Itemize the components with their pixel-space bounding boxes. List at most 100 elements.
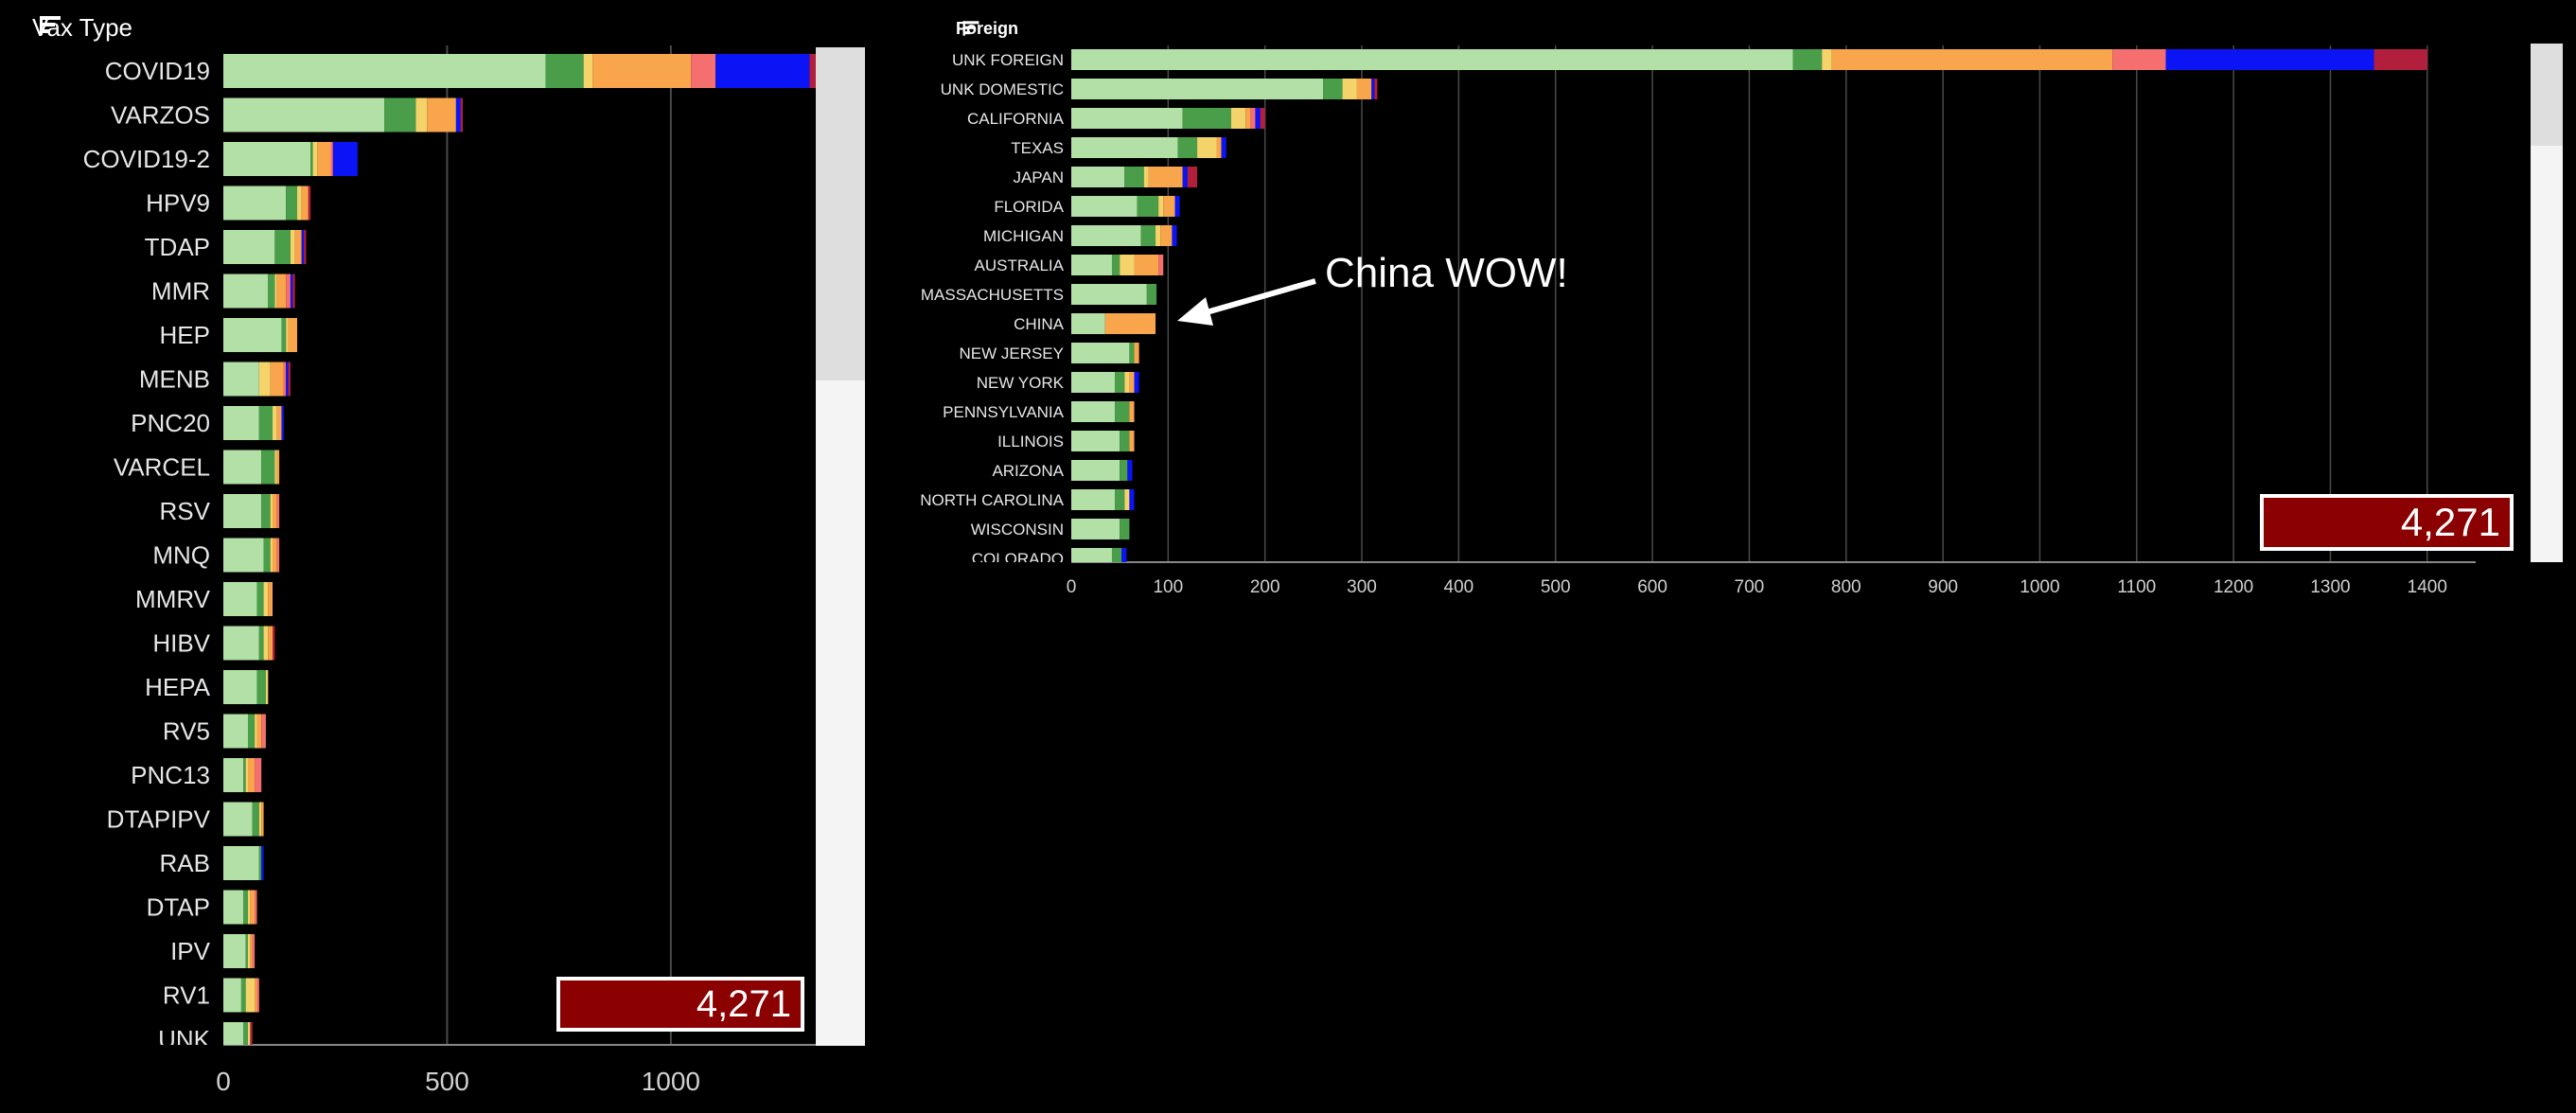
bar-segment[interactable] (290, 274, 293, 309)
bar-segment[interactable] (1071, 108, 1183, 129)
bar-segment[interactable] (1071, 343, 1130, 363)
bar-segment[interactable] (263, 538, 271, 573)
bar-segment[interactable] (268, 582, 273, 616)
bar-segment[interactable] (545, 54, 584, 88)
bar-segment[interactable] (245, 934, 249, 968)
bar-segment[interactable] (273, 538, 277, 573)
bar-segment[interactable] (273, 626, 275, 661)
bar-segment[interactable] (1187, 167, 1198, 187)
bar-segment[interactable] (223, 846, 259, 880)
bar-segment[interactable] (240, 978, 246, 1013)
bar-segment[interactable] (1137, 196, 1159, 217)
bar-segment[interactable] (317, 142, 331, 176)
bar-segment[interactable] (1129, 489, 1135, 510)
bar-segment[interactable] (1120, 519, 1130, 539)
bar-segment[interactable] (1255, 108, 1261, 129)
bar-segment[interactable] (286, 186, 298, 221)
bar-segment[interactable] (415, 97, 428, 132)
bar-segment[interactable] (1822, 49, 1832, 70)
bar-segment[interactable] (297, 186, 302, 221)
bar-segment[interactable] (223, 142, 311, 176)
bar-segment[interactable] (256, 670, 266, 704)
bar-segment[interactable] (1071, 313, 1105, 334)
bar-segment[interactable] (332, 142, 358, 176)
bar-segment[interactable] (223, 934, 246, 968)
bar-segment[interactable] (276, 538, 280, 573)
bar-segment[interactable] (1120, 255, 1135, 275)
bar-segment[interactable] (258, 846, 262, 880)
bar-segment[interactable] (1158, 196, 1164, 217)
bar-segment[interactable] (301, 230, 305, 264)
bar-segment[interactable] (223, 362, 259, 397)
vax-type-scrollbar-thumb[interactable] (816, 47, 865, 380)
foreign-scrollbar-thumb[interactable] (2531, 44, 2563, 146)
bar-segment[interactable] (274, 274, 277, 309)
bar-segment[interactable] (1216, 137, 1222, 158)
bar-segment[interactable] (268, 274, 275, 309)
bar-segment[interactable] (261, 846, 264, 880)
bar-segment[interactable] (268, 626, 273, 661)
bar-segment[interactable] (1134, 343, 1139, 363)
bar-segment[interactable] (250, 890, 256, 925)
bar-segment[interactable] (1250, 108, 1256, 129)
bar-segment[interactable] (255, 978, 257, 1013)
bar-segment[interactable] (592, 54, 692, 88)
bar-segment[interactable] (261, 450, 275, 485)
bar-segment[interactable] (258, 406, 273, 440)
bar-segment[interactable] (223, 626, 259, 661)
bar-segment[interactable] (292, 274, 295, 309)
bar-segment[interactable] (312, 142, 318, 176)
bar-segment[interactable] (1071, 167, 1125, 187)
bar-segment[interactable] (1111, 548, 1122, 569)
bar-segment[interactable] (223, 582, 257, 616)
bar-segment[interactable] (1129, 431, 1135, 451)
bar-segment[interactable] (1134, 372, 1139, 393)
bar-segment[interactable] (270, 362, 284, 397)
bar-segment[interactable] (1177, 137, 1198, 158)
bar-segment[interactable] (245, 758, 249, 792)
bar-segment[interactable] (252, 934, 256, 968)
bar-segment[interactable] (1115, 489, 1125, 510)
bar-segment[interactable] (1071, 255, 1112, 275)
bar-segment[interactable] (427, 97, 456, 132)
bar-segment[interactable] (1143, 167, 1149, 187)
bar-segment[interactable] (1124, 489, 1130, 510)
bar-segment[interactable] (1129, 372, 1135, 393)
bar-segment[interactable] (1071, 225, 1141, 246)
bar-segment[interactable] (290, 230, 295, 264)
bar-segment[interactable] (283, 362, 287, 397)
bar-segment[interactable] (250, 934, 253, 968)
bar-segment[interactable] (1140, 225, 1156, 246)
bar-segment[interactable] (255, 714, 257, 749)
bar-segment[interactable] (1245, 108, 1251, 129)
bar-segment[interactable] (460, 97, 463, 132)
bar-segment[interactable] (1115, 401, 1130, 422)
bar-segment[interactable] (1182, 167, 1188, 187)
bar-segment[interactable] (263, 582, 269, 616)
bar-segment[interactable] (248, 758, 256, 792)
bar-segment[interactable] (223, 186, 287, 221)
bar-segment[interactable] (308, 186, 311, 221)
bar-segment[interactable] (255, 758, 262, 792)
bar-segment[interactable] (270, 494, 273, 528)
bar-segment[interactable] (1120, 431, 1130, 451)
bar-segment[interactable] (288, 318, 298, 352)
bar-segment[interactable] (258, 802, 262, 837)
bar-segment[interactable] (1160, 225, 1173, 246)
bar-segment[interactable] (1071, 284, 1147, 305)
vax-type-scrollbar[interactable] (816, 47, 865, 1046)
bar-segment[interactable] (1071, 49, 1793, 70)
bar-segment[interactable] (223, 318, 282, 352)
bar-segment[interactable] (1371, 79, 1375, 99)
foreign-scrollbar[interactable] (2531, 44, 2563, 562)
bar-segment[interactable] (258, 626, 264, 661)
bar-segment[interactable] (1071, 489, 1116, 510)
bar-segment[interactable] (255, 890, 257, 925)
bar-segment[interactable] (270, 538, 273, 573)
bar-segment[interactable] (1221, 137, 1226, 158)
bar-segment[interactable] (261, 714, 266, 749)
bar-segment[interactable] (1104, 313, 1156, 334)
bar-segment[interactable] (1374, 79, 1378, 99)
bar-segment[interactable] (256, 714, 262, 749)
bar-segment[interactable] (1342, 79, 1357, 99)
